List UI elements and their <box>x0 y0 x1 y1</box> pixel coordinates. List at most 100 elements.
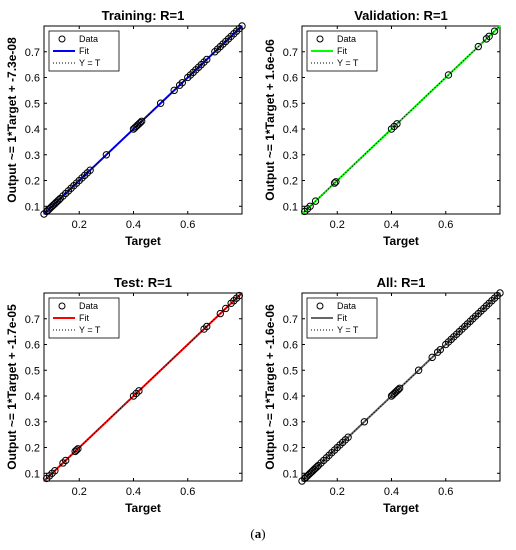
data-point <box>393 120 401 128</box>
legend: Data Fit Y = T <box>306 297 378 339</box>
legend-data-marker <box>58 302 66 310</box>
chart-panel-3: Test: R=1 Target Output ~= 1*Target + -1.7… <box>5 275 243 515</box>
y-tick-label: 0.4 <box>283 391 298 403</box>
data-point <box>72 446 81 454</box>
y-tick-label: 0.3 <box>283 417 298 429</box>
y-tick-label: 0.5 <box>283 365 298 377</box>
data-point <box>86 166 94 174</box>
data-point <box>485 32 493 41</box>
y-tick-label: 0.7 <box>283 47 298 59</box>
y-axis-label: Output ~= 1*Target + -7.3e-08 <box>5 37 19 203</box>
y-tick-label: 0.1 <box>283 201 298 213</box>
x-tick-label: 0.6 <box>180 486 195 498</box>
identity-line <box>301 25 501 215</box>
y-tick-label: 0.2 <box>25 176 40 188</box>
data-point <box>428 353 436 362</box>
legend-data-marker <box>58 35 66 43</box>
data-point <box>178 78 187 87</box>
x-tick-label: 0.6 <box>180 219 195 231</box>
y-tick-label: 0.6 <box>25 340 40 352</box>
legend-data-label: Data <box>337 301 356 311</box>
y-tick-label: 0.1 <box>25 201 40 213</box>
y-tick-label: 0.1 <box>283 468 298 480</box>
data-point <box>102 151 111 159</box>
figure-caption: (a) <box>0 526 516 542</box>
data-point <box>395 384 404 392</box>
legend-fit-label: Fit <box>79 313 89 323</box>
legend: Data Fit Y = T <box>48 297 120 339</box>
data-point <box>414 366 423 374</box>
data-point <box>156 99 165 107</box>
data-point <box>135 387 143 395</box>
y-tick-label: 0.6 <box>283 73 298 85</box>
y-tick-label: 0.3 <box>25 150 40 162</box>
chart-title: Test: R=1 <box>114 275 172 290</box>
data-point <box>136 118 144 127</box>
data-point <box>394 385 402 394</box>
data-point <box>61 456 70 465</box>
data-point <box>170 86 178 95</box>
data-point <box>55 196 63 204</box>
chart-title: All: R=1 <box>377 275 426 290</box>
data-point <box>344 433 352 441</box>
data-point <box>313 463 321 471</box>
legend-data-label: Data <box>79 34 98 44</box>
legend-fit-label: Fit <box>79 46 89 56</box>
chart-panel-4: All: R=1 Target Output ~= 1*Target + -1.6e… <box>263 275 504 515</box>
data-point <box>216 309 225 318</box>
y-tick-label: 0.4 <box>283 124 298 136</box>
x-axis-label: Target <box>125 234 161 248</box>
x-tick-label: 0.4 <box>126 219 141 231</box>
data-point <box>51 466 59 475</box>
chart-title: Training: R=1 <box>102 8 185 23</box>
data-point <box>222 304 230 313</box>
y-tick-label: 0.2 <box>283 443 298 455</box>
y-tick-label: 0.3 <box>25 417 40 429</box>
x-tick-label: 0.2 <box>330 219 345 231</box>
y-tick-label: 0.5 <box>283 98 298 110</box>
y-tick-label: 0.2 <box>283 176 298 188</box>
chart-panel-2: Validation: R=1 Target Output ~= 1*Target … <box>263 8 501 248</box>
data-point <box>360 418 369 426</box>
y-tick-label: 0.1 <box>25 468 40 480</box>
y-tick-label: 0.4 <box>25 391 40 403</box>
y-tick-label: 0.3 <box>283 150 298 162</box>
y-tick-label: 0.7 <box>25 314 40 326</box>
y-tick-label: 0.5 <box>25 365 40 377</box>
y-tick-label: 0.6 <box>25 73 40 85</box>
caption-open: ( <box>250 526 255 541</box>
legend-identity-label: Y = T <box>79 58 101 68</box>
legend-data-marker <box>316 302 324 310</box>
y-tick-label: 0.6 <box>283 340 298 352</box>
legend-fit-label: Fit <box>337 313 347 323</box>
y-tick-label: 0.5 <box>25 98 40 110</box>
x-tick-label: 0.4 <box>384 486 399 498</box>
x-tick-label: 0.6 <box>438 219 453 231</box>
legend-identity-label: Y = T <box>337 325 359 335</box>
y-tick-label: 0.7 <box>283 314 298 326</box>
data-point <box>490 27 499 35</box>
y-tick-label: 0.2 <box>25 443 40 455</box>
caption-letter: a <box>254 526 262 541</box>
data-point <box>306 202 314 210</box>
data-point <box>474 42 483 51</box>
data-point <box>203 322 211 331</box>
y-tick-label: 0.7 <box>25 47 40 59</box>
data-point <box>311 197 320 205</box>
data-point <box>203 55 211 64</box>
legend: Data Fit Y = T <box>48 30 120 72</box>
legend: Data Fit Y = T <box>306 30 378 72</box>
x-axis-label: Target <box>383 501 419 515</box>
x-tick-label: 0.2 <box>72 219 87 231</box>
data-point <box>332 178 340 186</box>
x-tick-label: 0.2 <box>72 486 87 498</box>
y-axis-label: Output ~= 1*Target + -1.7e-05 <box>5 304 19 470</box>
y-axis-label: Output ~= 1*Target + -1.6e-06 <box>263 304 277 470</box>
legend-data-label: Data <box>337 34 356 44</box>
legend-data-label: Data <box>79 301 98 311</box>
identity-line <box>43 292 243 482</box>
legend-fit-label: Fit <box>337 46 347 56</box>
legend-identity-label: Y = T <box>79 325 101 335</box>
chart-panel-1: Training: R=1 Target Output ~= 1*Target + … <box>5 8 246 248</box>
